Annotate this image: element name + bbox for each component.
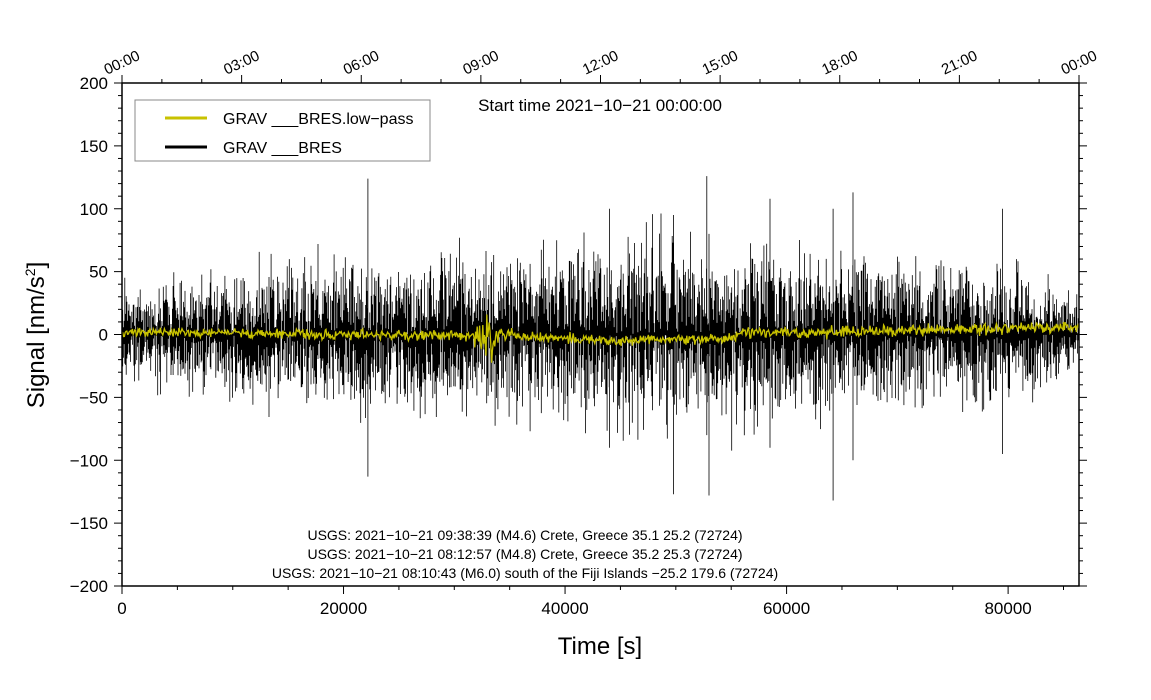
legend-box — [134, 99, 431, 162]
event-annotations: USGS: 2021−10−21 09:38:39 (M4.6) Crete, … — [272, 527, 778, 581]
y-tick-label: −200 — [70, 577, 108, 596]
y-axis-label-close: ] — [23, 262, 50, 269]
event-annotation: USGS: 2021−10−21 08:10:43 (M6.0) south o… — [272, 565, 778, 581]
top-tick-label: 00:00 — [1058, 47, 1099, 78]
y-tick-label: −50 — [79, 388, 108, 407]
legend-label-low-pass: GRAV ___BRES.low−pass — [223, 111, 413, 128]
y-tick-label: 100 — [80, 200, 108, 219]
series-low-pass — [121, 314, 1080, 363]
top-tick-label: 12:00 — [580, 47, 621, 78]
legend: GRAV ___BRES.low−pass GRAV ___BRES — [134, 99, 431, 162]
top-tick-label: 03:00 — [221, 47, 262, 78]
x-tick-label: 0 — [117, 599, 126, 618]
top-tick-label: 06:00 — [341, 47, 382, 78]
x-axis-label: Time [s] — [558, 633, 642, 660]
legend-label-raw: GRAV ___BRES — [223, 140, 342, 157]
top-tick-label: 21:00 — [939, 47, 980, 78]
y-axis-label-superscript: 2 — [22, 268, 38, 276]
plot-frame — [121, 82, 1080, 587]
x-tick-label: 40000 — [541, 599, 588, 618]
top-tick-label: 09:00 — [460, 47, 501, 78]
y-tick-label: 150 — [80, 137, 108, 156]
low-pass-trace — [121, 314, 1080, 363]
event-annotation: USGS: 2021−10−21 08:12:57 (M4.8) Crete, … — [307, 546, 742, 562]
y-tick-label: 50 — [89, 263, 108, 282]
y-axis-label: Signal [nm/s2] — [22, 262, 50, 409]
top-tick-label: 00:00 — [101, 47, 142, 78]
x-tick-label: 20000 — [320, 599, 367, 618]
y-tick-label: 0 — [99, 326, 108, 345]
y-tick-label: 200 — [80, 74, 108, 93]
x-tick-label: 60000 — [763, 599, 810, 618]
top-tick-label: 18:00 — [819, 47, 860, 78]
x-tick-label: 80000 — [984, 599, 1031, 618]
start-time-label: Start time 2021−10−21 00:00:00 — [478, 96, 722, 115]
top-tick-label: 15:00 — [700, 47, 741, 78]
y-tick-label: −150 — [70, 514, 108, 533]
y-tick-label: −100 — [70, 451, 108, 470]
event-annotation: USGS: 2021−10−21 09:38:39 (M4.6) Crete, … — [307, 527, 742, 543]
y-axis-label-main: Signal [nm/s — [23, 276, 50, 408]
